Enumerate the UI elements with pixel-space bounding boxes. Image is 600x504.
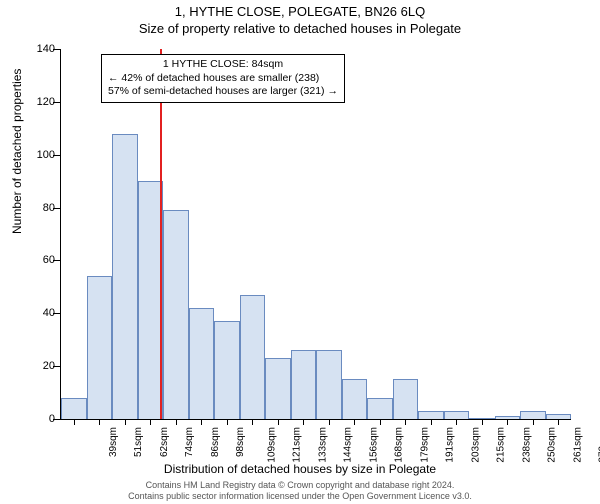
- x-tick-label: 238sqm: [521, 427, 532, 463]
- chart-area: 02040608010012014039sqm51sqm62sqm74sqm86…: [60, 49, 571, 420]
- y-tick-label: 80: [23, 202, 55, 214]
- histogram-bar: [112, 134, 138, 419]
- y-axis-label: Number of detached properties: [10, 69, 24, 234]
- x-tick: [125, 419, 126, 425]
- x-tick: [533, 419, 534, 425]
- x-tick-label: 121sqm: [292, 427, 303, 463]
- x-tick-label: 179sqm: [419, 427, 430, 463]
- x-tick: [405, 419, 406, 425]
- histogram-bar: [291, 350, 317, 419]
- x-tick: [176, 419, 177, 425]
- x-tick-label: 62sqm: [159, 427, 170, 457]
- reference-line: [160, 49, 162, 419]
- x-tick: [201, 419, 202, 425]
- histogram-bar: [61, 398, 87, 419]
- histogram-bar: [444, 411, 470, 419]
- x-tick-label: 156sqm: [368, 427, 379, 463]
- y-tick-label: 60: [23, 254, 55, 266]
- attribution: Contains HM Land Registry data © Crown c…: [0, 480, 600, 502]
- x-tick-label: 74sqm: [184, 427, 195, 457]
- x-tick-label: 215sqm: [496, 427, 507, 463]
- annotation-line: 1 HYTHE CLOSE: 84sqm: [108, 58, 338, 72]
- x-tick-label: 133sqm: [317, 427, 328, 463]
- x-tick: [278, 419, 279, 425]
- x-tick: [380, 419, 381, 425]
- x-tick-label: 250sqm: [547, 427, 558, 463]
- x-tick: [99, 419, 100, 425]
- histogram-bar: [163, 210, 189, 419]
- y-tick-label: 0: [23, 413, 55, 425]
- x-tick-label: 203sqm: [470, 427, 481, 463]
- attribution-line2: Contains public sector information licen…: [0, 491, 600, 502]
- annotation-box: 1 HYTHE CLOSE: 84sqm← 42% of detached ho…: [101, 54, 345, 103]
- histogram-bar: [367, 398, 393, 419]
- histogram-bar: [265, 358, 291, 419]
- histogram-bar: [189, 308, 215, 419]
- histogram-bar: [316, 350, 342, 419]
- histogram-bar: [520, 411, 546, 419]
- x-tick-label: 144sqm: [343, 427, 354, 463]
- x-tick: [252, 419, 253, 425]
- x-tick: [150, 419, 151, 425]
- histogram-bar: [240, 295, 266, 419]
- histogram-bar: [214, 321, 240, 419]
- x-tick-label: 261sqm: [572, 427, 583, 463]
- attribution-line1: Contains HM Land Registry data © Crown c…: [0, 480, 600, 491]
- page-title: 1, HYTHE CLOSE, POLEGATE, BN26 6LQ: [0, 4, 600, 19]
- x-tick: [482, 419, 483, 425]
- x-tick-label: 168sqm: [394, 427, 405, 463]
- x-tick: [354, 419, 355, 425]
- x-tick-label: 51sqm: [133, 427, 144, 457]
- x-axis-label: Distribution of detached houses by size …: [0, 462, 600, 476]
- x-tick: [456, 419, 457, 425]
- y-tick-label: 120: [23, 96, 55, 108]
- x-tick-label: 191sqm: [445, 427, 456, 463]
- x-tick-label: 39sqm: [108, 427, 119, 457]
- x-tick-label: 98sqm: [235, 427, 246, 457]
- x-tick-label: 109sqm: [266, 427, 277, 463]
- x-tick: [507, 419, 508, 425]
- x-tick-label: 86sqm: [210, 427, 221, 457]
- y-tick-label: 20: [23, 360, 55, 372]
- histogram-bar: [393, 379, 419, 419]
- histogram-bar: [418, 411, 444, 419]
- x-tick: [74, 419, 75, 425]
- y-tick-label: 40: [23, 307, 55, 319]
- y-tick-label: 100: [23, 149, 55, 161]
- page-subtitle: Size of property relative to detached ho…: [0, 21, 600, 36]
- x-tick: [329, 419, 330, 425]
- histogram-bar: [87, 276, 113, 419]
- annotation-line: 57% of semi-detached houses are larger (…: [108, 85, 338, 99]
- x-tick: [227, 419, 228, 425]
- y-tick-label: 140: [23, 43, 55, 55]
- x-tick: [558, 419, 559, 425]
- histogram-bar: [138, 181, 164, 419]
- annotation-line: ← 42% of detached houses are smaller (23…: [108, 72, 338, 86]
- histogram-bar: [342, 379, 368, 419]
- x-tick: [431, 419, 432, 425]
- x-tick: [303, 419, 304, 425]
